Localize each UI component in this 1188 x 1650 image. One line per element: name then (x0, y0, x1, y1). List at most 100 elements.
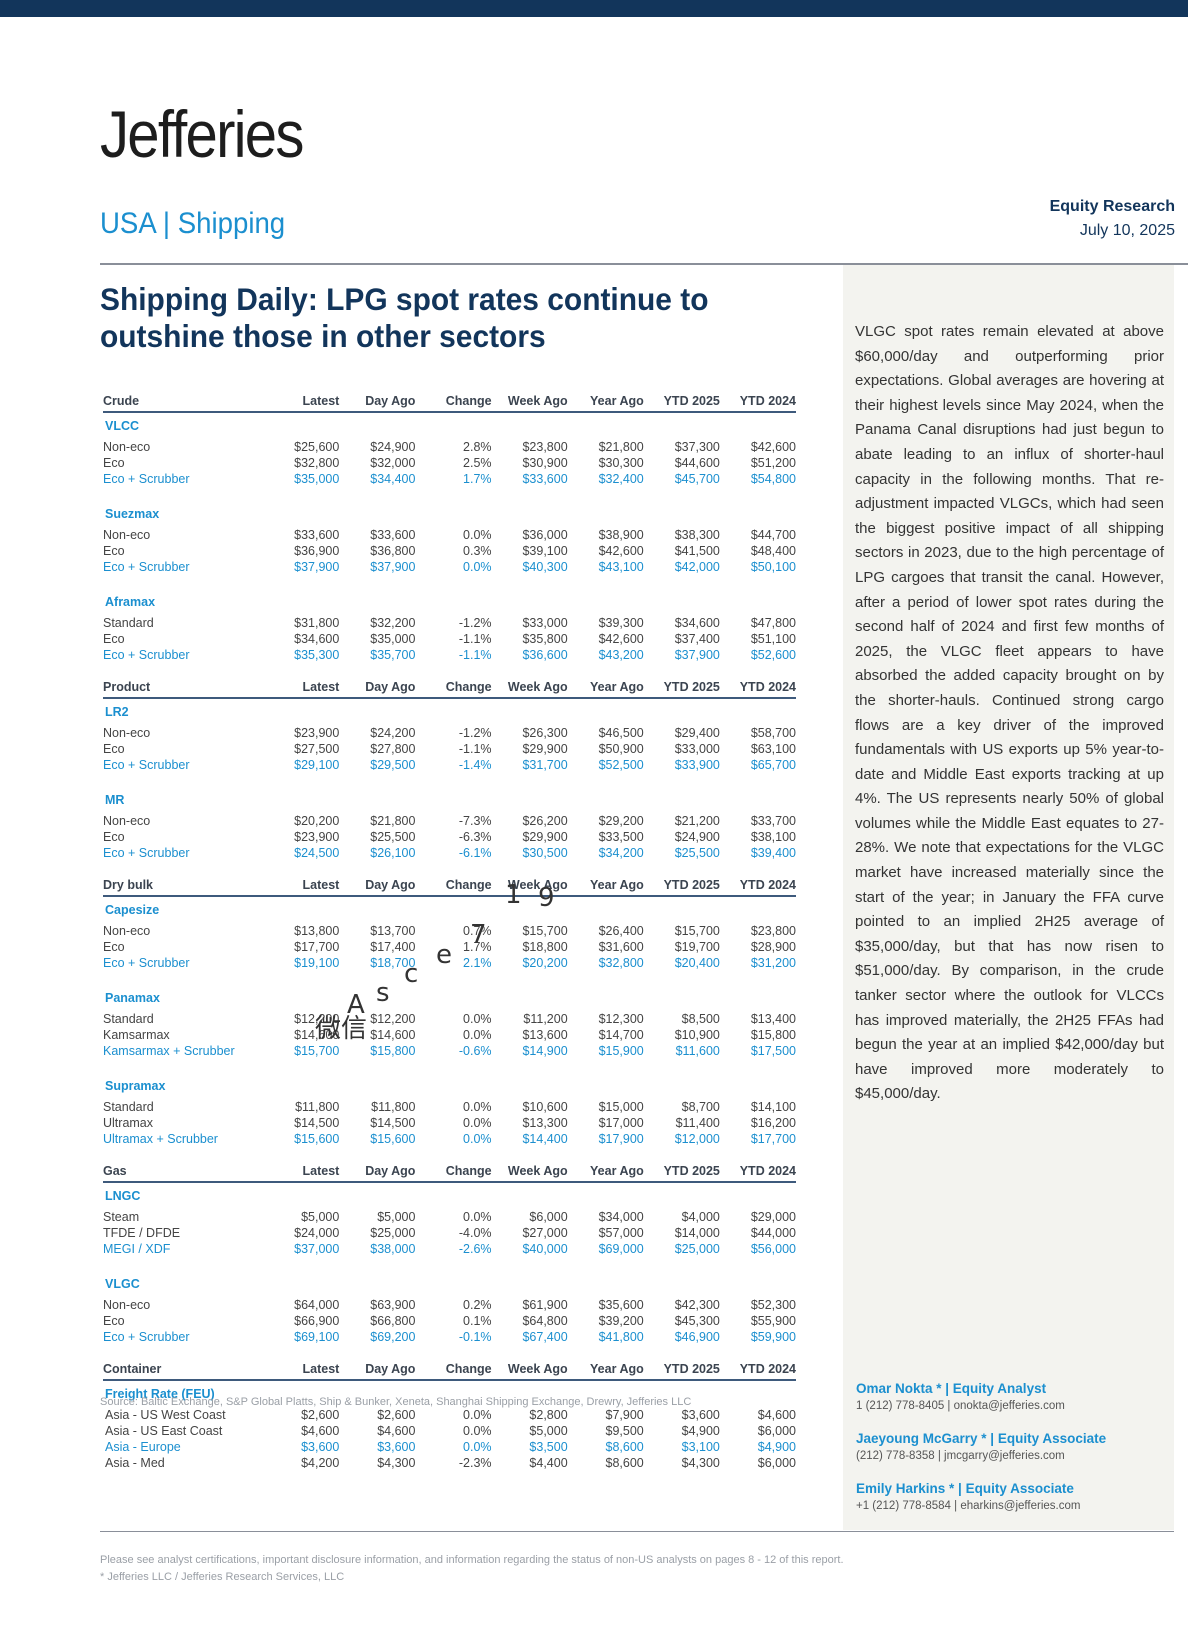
rate-cell: $17,400 (370, 940, 416, 954)
rate-cell: -2.6% (458, 1242, 492, 1256)
group-spacer (103, 971, 796, 985)
vessel-class-row: Panamax (103, 985, 796, 1011)
rate-cell: $24,500 (294, 846, 340, 860)
rate-cell: $12,200 (370, 1012, 416, 1026)
report-meta: Equity Research July 10, 2025 (1050, 198, 1175, 240)
rate-cell: $25,600 (294, 440, 340, 454)
rate-cell: $8,500 (681, 1012, 720, 1026)
report-date: July 10, 2025 (1079, 222, 1175, 239)
rate-cell: 2.1% (463, 956, 492, 970)
rate-cell: $63,100 (750, 742, 796, 756)
rate-cell: $15,700 (522, 924, 568, 938)
section-header-row: Container Latest Day Ago Change Week Ago Year… (103, 1359, 796, 1381)
header-divider (100, 263, 1188, 265)
section-header-row: Gas Latest Day Ago Change Week Ago Year Ago YT… (103, 1161, 796, 1183)
rate-cell: $20,400 (674, 956, 720, 970)
rate-cell: $30,500 (522, 846, 568, 860)
column-header: YTD 2024 (719, 1359, 796, 1381)
table-row: TFDE / DFDE $24,000 $25,000 -4.0% $27,000 $57… (103, 1225, 796, 1241)
column-header: Change (415, 875, 492, 897)
analyst-name[interactable]: Omar Nokta * | Equity Analyst (856, 1381, 1047, 1396)
column-header: Day Ago (339, 875, 416, 897)
rate-cell: 2.5% (463, 456, 492, 470)
row-label: Ultramax + Scrubber (103, 1132, 218, 1146)
row-label: Non-eco (103, 440, 151, 454)
table-row: Eco $23,900 $25,500 -6.3% $29,900 $33,500 $24,… (103, 829, 796, 845)
analyst-name[interactable]: Emily Harkins * | Equity Associate (856, 1481, 1074, 1496)
table-row: MEGI / XDF $37,000 $38,000 -2.6% $40,000 $69,… (103, 1241, 796, 1257)
row-label: MEGI / XDF (103, 1242, 171, 1256)
rate-cell: $20,200 (294, 814, 340, 828)
rate-cell: $34,600 (674, 616, 720, 630)
column-header: Year Ago (567, 677, 644, 699)
section-name: Crude (103, 391, 264, 413)
rate-cell: $11,400 (675, 1116, 720, 1130)
rate-cell: $26,100 (370, 846, 416, 860)
analyst-contact[interactable]: 1 (212) 778-8405 | onokta@jefferies.com (856, 1400, 1065, 1412)
rate-cell: 0.0% (463, 1100, 492, 1114)
rate-cell: $46,500 (598, 726, 644, 740)
rate-cell: $12,200 (294, 1012, 340, 1026)
rate-cell: $12,300 (598, 1012, 644, 1026)
rate-cell: $5,000 (301, 1210, 340, 1224)
table-row: Non-eco $23,900 $24,200 -1.2% $26,300 $46,500… (103, 725, 796, 741)
section-name: Dry bulk (103, 875, 264, 897)
rate-cell: $33,000 (522, 616, 568, 630)
rate-cell: -1.4% (458, 758, 492, 772)
rate-cell: $21,800 (598, 440, 644, 454)
row-label: Eco + Scrubber (103, 648, 190, 662)
rate-cell: -1.2% (458, 726, 492, 740)
rate-cell: $33,600 (522, 472, 568, 486)
column-header: YTD 2025 (643, 391, 720, 413)
analyst-name[interactable]: Jaeyoung McGarry * | Equity Associate (856, 1431, 1107, 1446)
rate-cell: $42,600 (750, 440, 796, 454)
rate-cell: $3,600 (681, 1408, 720, 1422)
table-row: Eco $66,900 $66,800 0.1% $64,800 $39,200 $45,3… (103, 1313, 796, 1329)
section-spacer (103, 1345, 796, 1359)
table-row: Eco + Scrubber $29,100 $29,500 -1.4% $31,700… (103, 757, 796, 773)
table-row: Non-eco $64,000 $63,900 0.2% $61,900 $35,600 $… (103, 1297, 796, 1313)
rate-cell: $29,900 (522, 742, 568, 756)
rate-cell: $13,300 (522, 1116, 568, 1130)
rate-cell: -1.1% (458, 648, 492, 662)
rate-cell: $39,200 (598, 1314, 644, 1328)
rate-cell: $34,000 (598, 1210, 644, 1224)
rate-cell: $37,900 (370, 560, 416, 574)
rate-cell: $14,500 (370, 1116, 416, 1130)
analyst-contact[interactable]: (212) 778-8358 | jmcgarry@jefferies.com (856, 1450, 1065, 1462)
row-label: Standard (103, 1012, 154, 1026)
table-row: Non-eco $20,200 $21,800 -7.3% $26,200 $29,200… (103, 813, 796, 829)
rate-cell: $31,200 (750, 956, 796, 970)
rate-cell: $21,200 (674, 814, 720, 828)
table-row: Eco + Scrubber $35,000 $34,400 1.7% $33,600 $… (103, 471, 796, 487)
rate-cell: $4,600 (377, 1424, 416, 1438)
rate-cell: $26,200 (522, 814, 568, 828)
vessel-class-label: LR2 (105, 705, 129, 719)
column-header: Week Ago (491, 1161, 568, 1183)
rate-cell: $35,000 (294, 472, 340, 486)
rate-cell: $4,600 (301, 1424, 340, 1438)
row-label: Non-eco (103, 924, 151, 938)
vessel-class-label: MR (105, 793, 125, 807)
rate-cell: $34,600 (294, 632, 340, 646)
analyst-contact[interactable]: +1 (212) 778-8584 | eharkins@jefferies.c… (856, 1500, 1081, 1512)
row-label: Kamsarmax + Scrubber (103, 1044, 235, 1058)
rate-cell: 0.0% (463, 1440, 492, 1454)
rate-cell: $25,500 (674, 846, 720, 860)
rate-cell: $15,600 (370, 1132, 416, 1146)
row-label: Eco (103, 544, 125, 558)
row-label: Eco + Scrubber (103, 846, 190, 860)
vessel-class-label: Capesize (105, 903, 160, 917)
rate-cell: $24,900 (370, 440, 416, 454)
rate-cell: 0.0% (463, 1210, 492, 1224)
rate-cell: $57,000 (598, 1226, 644, 1240)
rate-cell: $43,200 (598, 648, 644, 662)
row-label: Eco + Scrubber (103, 956, 190, 970)
table-row: Asia - Europe $3,600 $3,600 0.0% $3,500 $8,60… (103, 1439, 796, 1455)
rate-cell: $23,800 (522, 440, 568, 454)
column-header: Week Ago (491, 677, 568, 699)
column-header: Day Ago (339, 677, 416, 699)
analyst-emily-harkins: Emily Harkins * | Equity Associate +1 (2… (856, 1481, 1176, 1512)
rate-cell: $25,000 (674, 1242, 720, 1256)
summary-panel (843, 265, 1174, 1530)
